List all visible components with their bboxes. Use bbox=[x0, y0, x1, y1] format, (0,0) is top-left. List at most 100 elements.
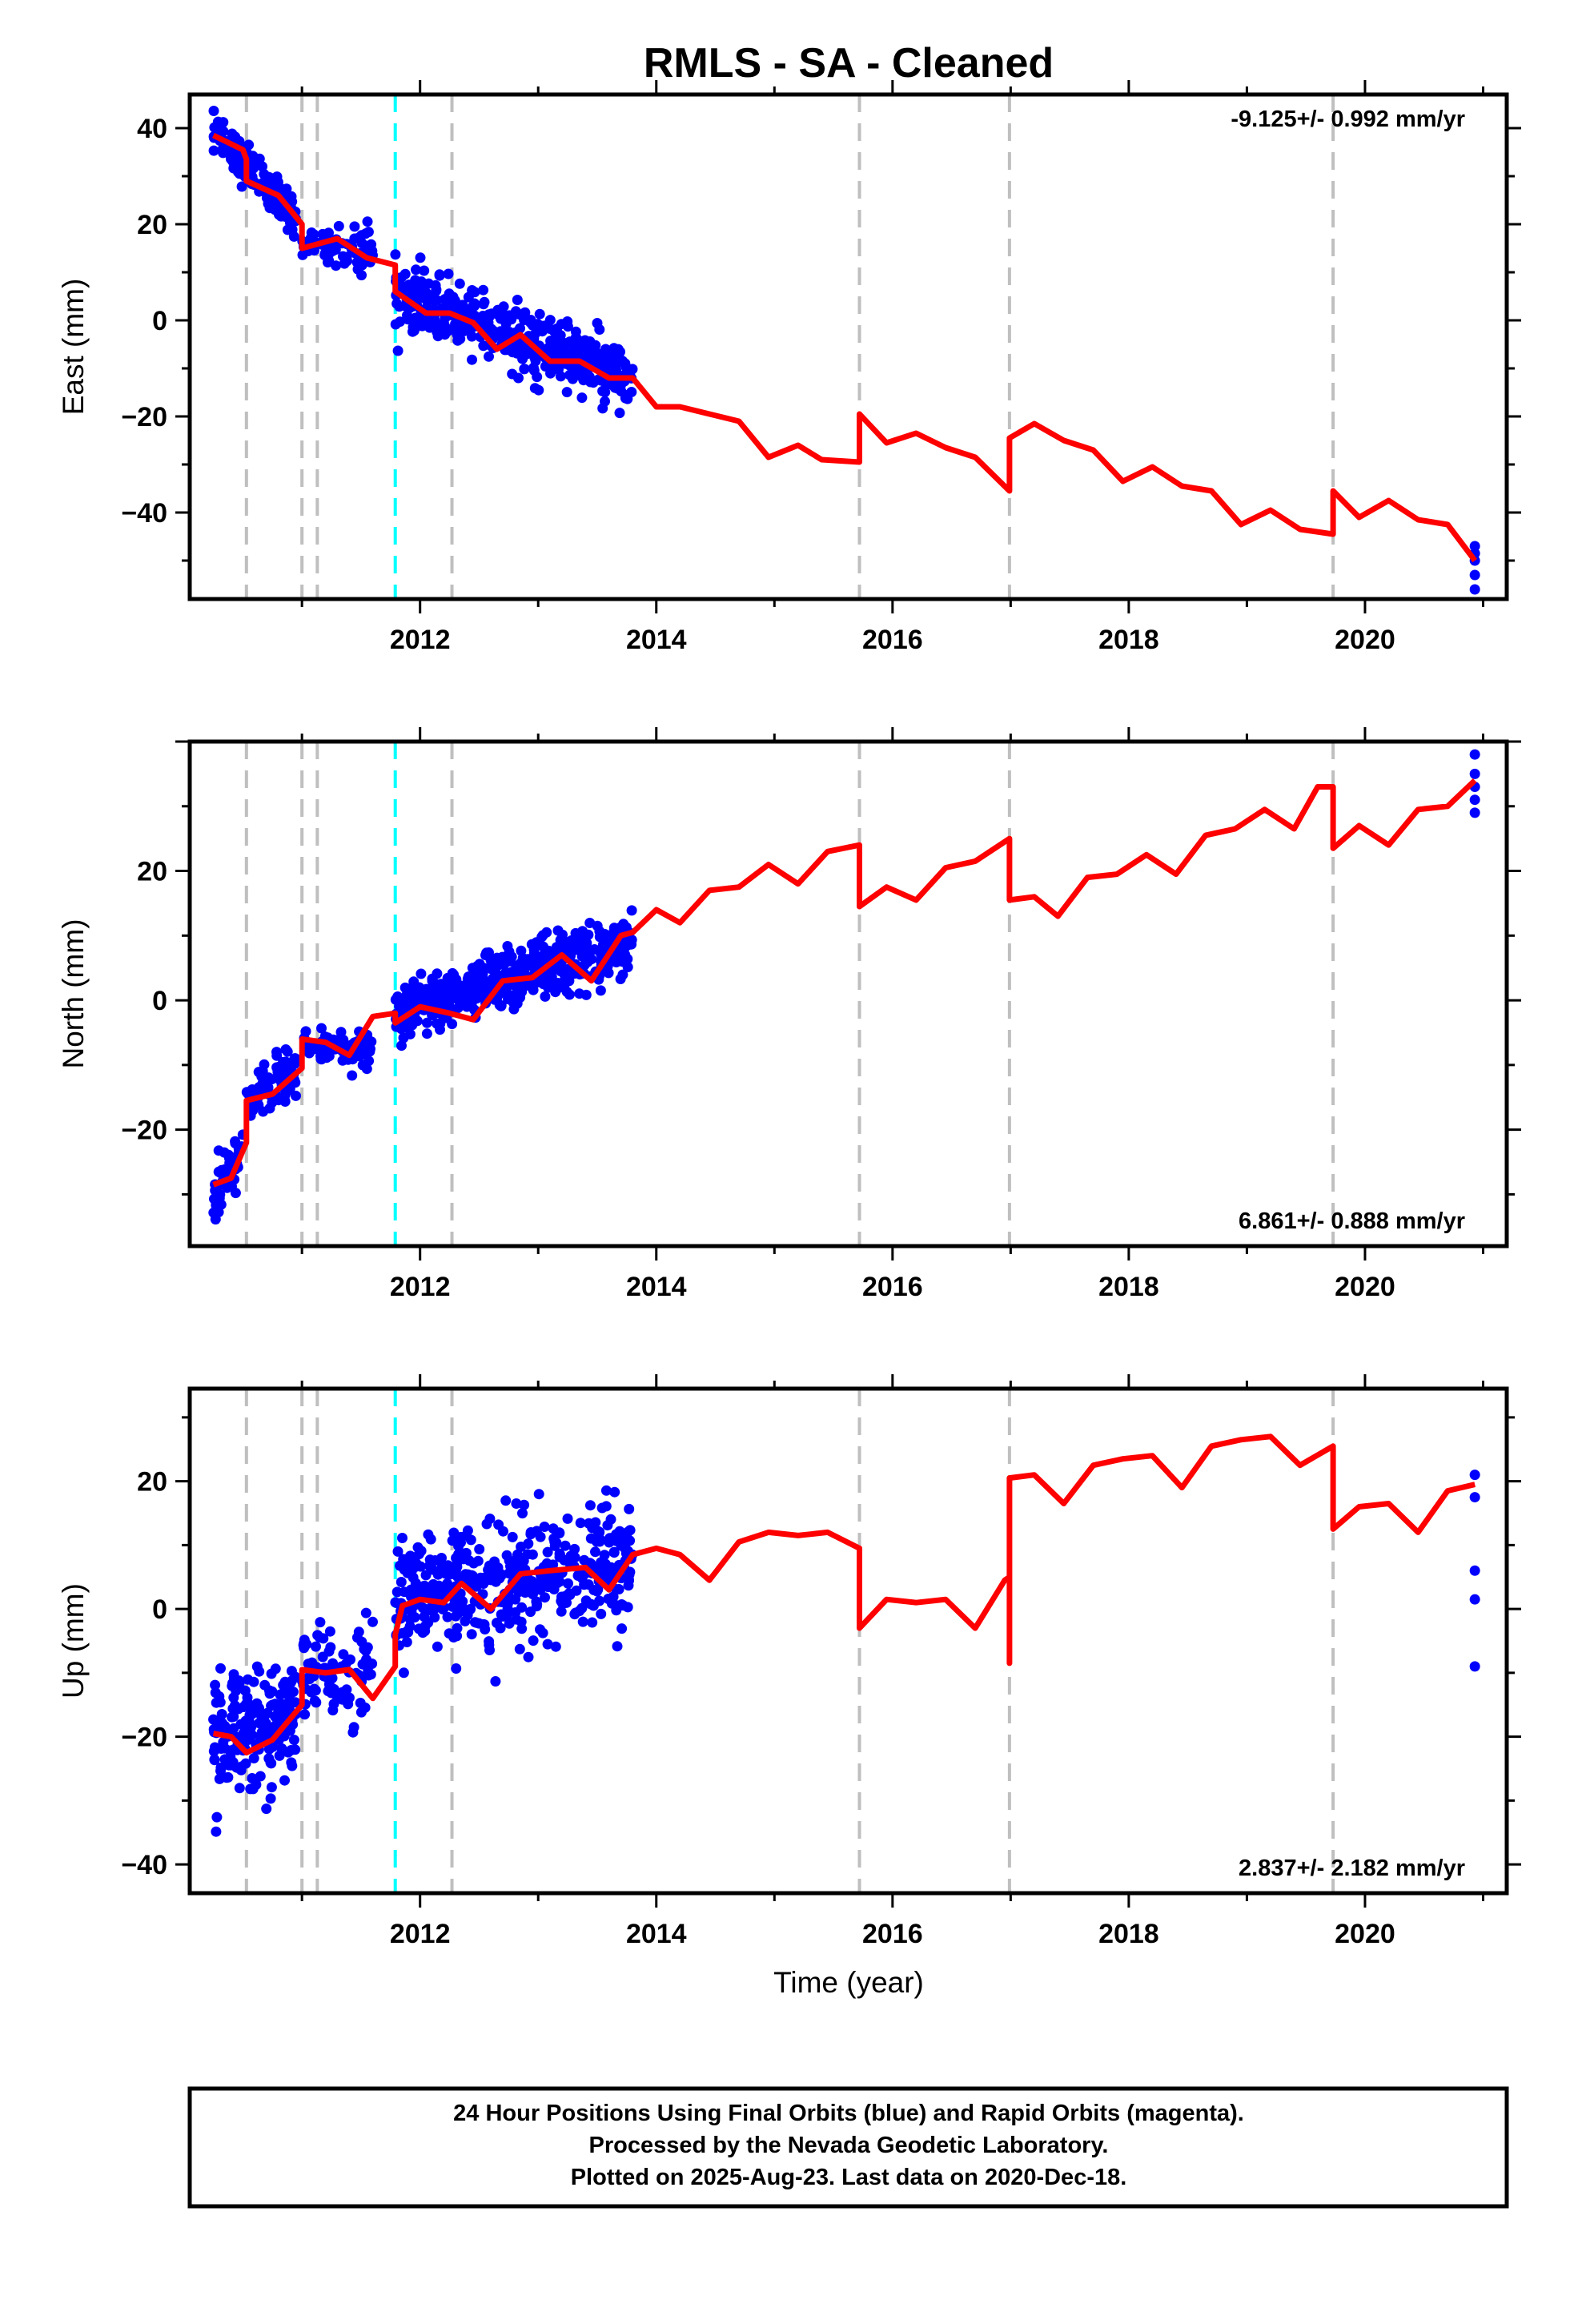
data-point bbox=[430, 279, 441, 291]
data-point bbox=[421, 984, 432, 995]
data-point bbox=[541, 1558, 552, 1569]
model-line bbox=[211, 132, 1477, 563]
data-point bbox=[538, 941, 548, 952]
data-point bbox=[316, 1023, 327, 1034]
data-point bbox=[274, 1699, 285, 1710]
data-point bbox=[272, 176, 283, 187]
x-tick-label: 2012 bbox=[390, 625, 451, 655]
data-point bbox=[479, 296, 490, 308]
data-point bbox=[520, 1576, 531, 1587]
data-point bbox=[447, 1019, 458, 1030]
data-point bbox=[600, 1501, 612, 1512]
data-point bbox=[492, 304, 504, 316]
data-point bbox=[595, 985, 606, 996]
data-point bbox=[457, 1596, 468, 1607]
data-point bbox=[500, 1495, 512, 1506]
data-point bbox=[315, 1617, 326, 1628]
plot-frame bbox=[187, 1386, 1509, 1896]
data-point bbox=[484, 1636, 495, 1647]
data-point bbox=[539, 1522, 550, 1532]
data-point bbox=[454, 278, 465, 289]
y-tick-label: −40 bbox=[121, 498, 167, 529]
data-point bbox=[412, 276, 423, 287]
data-point bbox=[1469, 1594, 1480, 1605]
data-point bbox=[516, 1602, 528, 1613]
data-point bbox=[615, 974, 626, 984]
data-point bbox=[311, 1641, 321, 1652]
data-point bbox=[502, 987, 513, 999]
data-point bbox=[560, 1540, 571, 1551]
data-point bbox=[490, 1676, 501, 1687]
data-point bbox=[592, 1584, 604, 1595]
data-point bbox=[577, 1616, 588, 1627]
x-tick-label: 2014 bbox=[626, 1919, 687, 1949]
data-point bbox=[622, 393, 633, 404]
data-point bbox=[540, 320, 551, 332]
data-point bbox=[508, 1003, 520, 1015]
data-point bbox=[529, 383, 540, 394]
data-point bbox=[514, 1643, 525, 1655]
data-point bbox=[248, 1753, 259, 1763]
data-point bbox=[540, 991, 551, 1002]
data-point bbox=[615, 346, 625, 357]
data-point bbox=[450, 1610, 461, 1622]
data-point bbox=[547, 1578, 558, 1590]
data-point bbox=[421, 1028, 432, 1039]
data-point bbox=[502, 1603, 513, 1614]
data-point bbox=[451, 324, 462, 336]
data-point bbox=[210, 1679, 221, 1691]
data-point bbox=[469, 310, 480, 321]
data-point bbox=[563, 1578, 573, 1589]
data-point bbox=[579, 1554, 590, 1566]
data-point bbox=[454, 995, 465, 1007]
data-point bbox=[552, 925, 564, 936]
plot-frame bbox=[187, 739, 1509, 1248]
data-point bbox=[469, 298, 480, 309]
data-point bbox=[608, 1547, 620, 1558]
data-point bbox=[411, 264, 421, 275]
data-point bbox=[288, 231, 299, 242]
footer-line-2: Processed by the Nevada Geodetic Laborat… bbox=[589, 2133, 1109, 2158]
data-point bbox=[417, 1602, 428, 1614]
data-point bbox=[405, 1550, 416, 1562]
velocity-annotation: -9.125+/- 0.992 mm/yr bbox=[1231, 107, 1465, 132]
data-point bbox=[534, 308, 545, 320]
data-point bbox=[248, 163, 259, 174]
data-point bbox=[407, 326, 418, 337]
data-point bbox=[338, 251, 348, 262]
data-point bbox=[596, 1608, 607, 1619]
data-point bbox=[444, 288, 455, 300]
data-point bbox=[211, 1697, 222, 1708]
data-point bbox=[255, 1730, 266, 1741]
data-point bbox=[235, 1719, 247, 1730]
data-point bbox=[279, 1089, 291, 1100]
data-point bbox=[452, 1571, 463, 1582]
data-point bbox=[401, 1637, 412, 1647]
velocity-annotation: 6.861+/- 0.888 mm/yr bbox=[1239, 1208, 1465, 1234]
data-point bbox=[611, 1600, 622, 1611]
data-point bbox=[434, 269, 445, 280]
x-tick-label: 2016 bbox=[862, 1272, 923, 1302]
data-point bbox=[484, 947, 494, 958]
data-point bbox=[211, 1811, 223, 1823]
data-point bbox=[594, 1536, 605, 1547]
data-point bbox=[279, 1775, 290, 1786]
data-point bbox=[340, 1659, 351, 1670]
data-point bbox=[227, 1711, 238, 1723]
data-point bbox=[471, 1581, 482, 1592]
data-point bbox=[289, 1053, 300, 1064]
data-point bbox=[230, 131, 241, 143]
data-point bbox=[511, 1498, 522, 1509]
data-point bbox=[443, 1560, 454, 1571]
panel-up: 2012 2014 2016 2018 2020 −40 −20 0 20 Up (mm) 2.83… bbox=[57, 1374, 1521, 1949]
data-point bbox=[519, 364, 530, 375]
data-point bbox=[299, 1642, 310, 1654]
data-point bbox=[240, 1758, 251, 1769]
data-point bbox=[510, 308, 521, 320]
data-point bbox=[347, 1727, 359, 1738]
data-point bbox=[404, 1621, 416, 1632]
data-point bbox=[347, 1070, 358, 1081]
data-point bbox=[243, 139, 255, 151]
data-point bbox=[275, 1689, 286, 1700]
data-point bbox=[428, 1602, 439, 1613]
